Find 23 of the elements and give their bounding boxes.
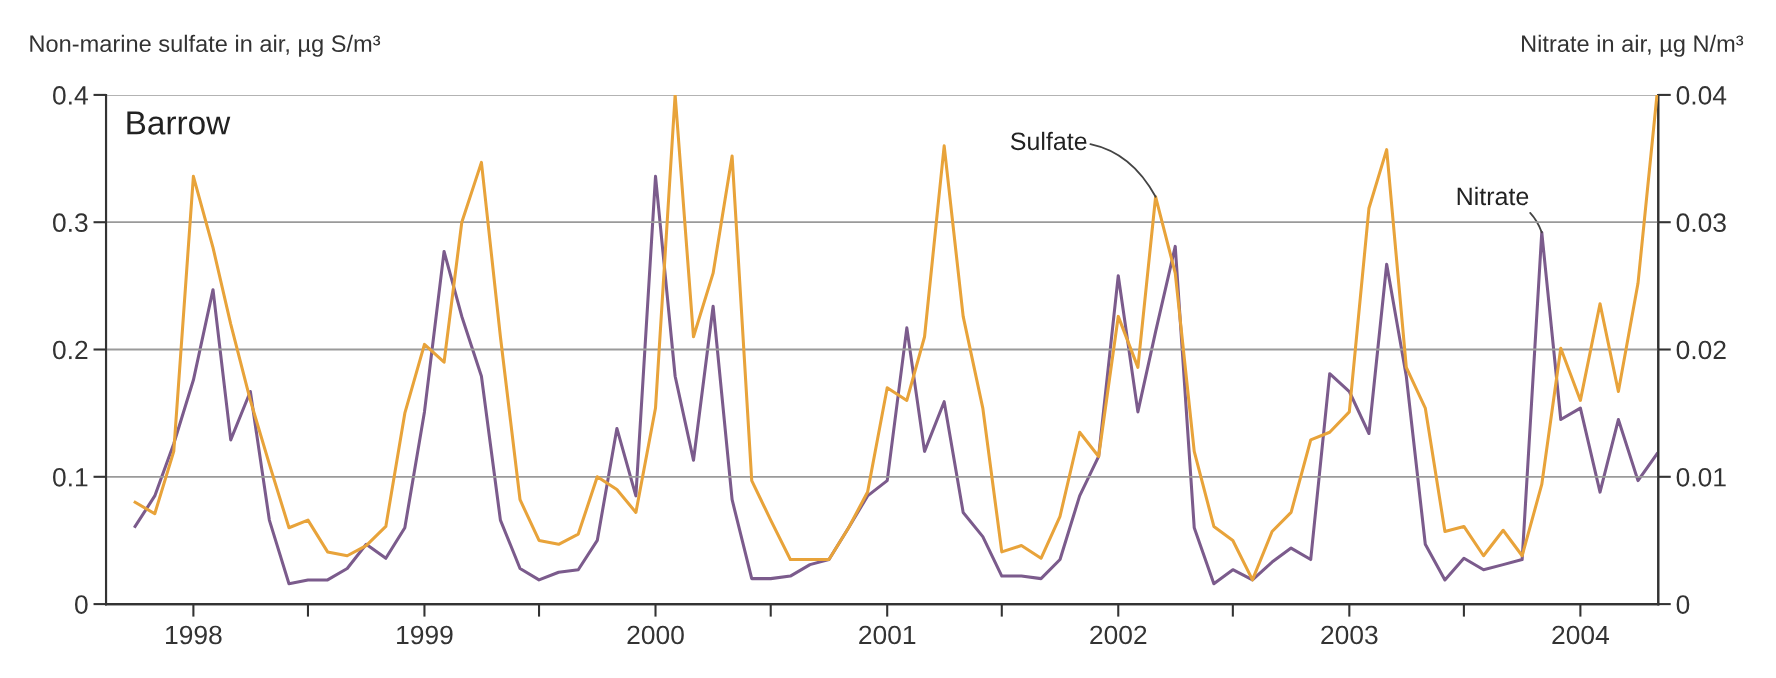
y2-tick-label: 0	[1676, 595, 1690, 614]
x-tick-label: 2001	[859, 625, 916, 645]
y2-tick-label: 0.02	[1676, 340, 1726, 360]
x-tick-label: 2002	[1090, 625, 1147, 645]
y-axis-title: Non-marine sulfate in air, µg S/m³	[30, 34, 381, 57]
y2-axis-title: Nitrate in air, µg N/m³	[1522, 34, 1744, 57]
x-tick-label: 1999	[397, 625, 453, 645]
y-tick-label: 0.1	[53, 467, 88, 487]
x-tick-label: 2003	[1321, 625, 1378, 645]
y2-tick-label: 0.01	[1676, 467, 1726, 487]
y-tick-label: 0.4	[53, 86, 88, 105]
y-tick-label: 0.3	[53, 213, 88, 233]
x-tick-label: 2000	[627, 625, 684, 645]
y2-tick-label: 0.04	[1676, 86, 1727, 105]
y-tick-label: 0	[75, 595, 88, 614]
annotation: Barrow	[127, 111, 231, 135]
x-tick-label: 1998	[166, 625, 222, 645]
series-label: Nitrate	[1457, 186, 1529, 206]
y-tick-label: 0.2	[53, 340, 88, 360]
line-series	[133, 174, 1659, 586]
text: Sulfate	[1010, 131, 1087, 151]
y2-tick-label: 0.03	[1676, 213, 1726, 233]
x-tick-label: 2004	[1552, 625, 1609, 645]
